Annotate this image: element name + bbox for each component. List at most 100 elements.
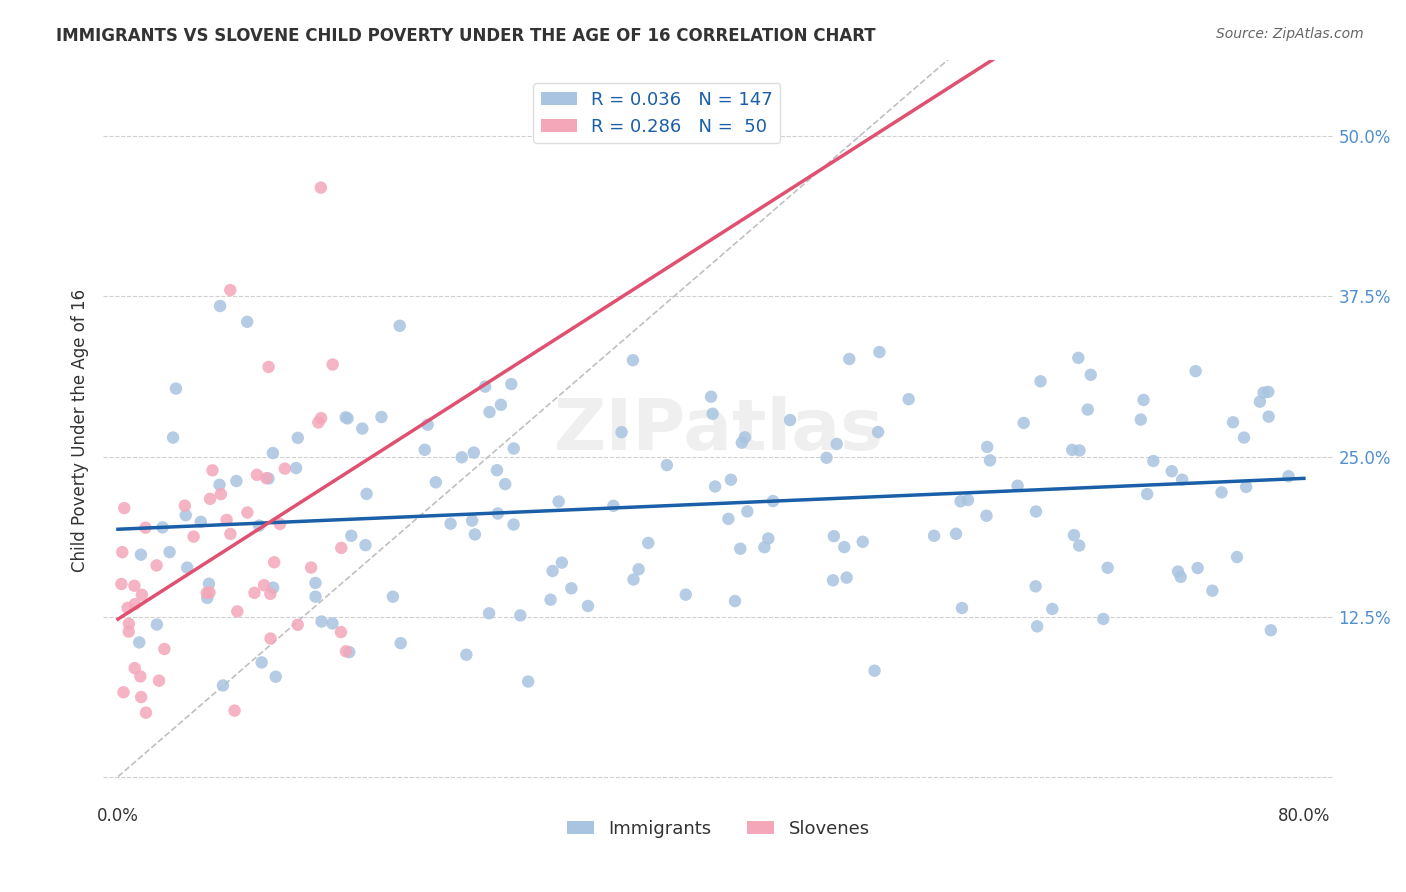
Point bbox=[450, 450, 472, 465]
Point bbox=[825, 437, 848, 451]
Point bbox=[541, 564, 564, 578]
Point bbox=[152, 520, 174, 534]
Point bbox=[262, 446, 284, 460]
Point bbox=[246, 467, 269, 482]
Point bbox=[737, 504, 759, 518]
Point bbox=[717, 512, 740, 526]
Point bbox=[621, 353, 644, 368]
Point bbox=[1132, 392, 1154, 407]
Point bbox=[463, 445, 485, 459]
Point bbox=[1025, 504, 1047, 518]
Point bbox=[124, 661, 146, 675]
Point bbox=[979, 453, 1001, 467]
Point bbox=[118, 624, 141, 639]
Point bbox=[1040, 602, 1063, 616]
Point bbox=[254, 471, 277, 485]
Point bbox=[287, 431, 309, 445]
Point bbox=[509, 608, 531, 623]
Point bbox=[219, 283, 242, 297]
Point bbox=[478, 405, 501, 419]
Text: IMMIGRANTS VS SLOVENE CHILD POVERTY UNDER THE AGE OF 16 CORRELATION CHART: IMMIGRANTS VS SLOVENE CHILD POVERTY UNDE… bbox=[56, 27, 876, 45]
Point bbox=[381, 590, 404, 604]
Point bbox=[1080, 368, 1102, 382]
Point bbox=[756, 532, 779, 546]
Point bbox=[1029, 374, 1052, 388]
Point bbox=[540, 592, 562, 607]
Point bbox=[1077, 402, 1099, 417]
Point bbox=[124, 597, 146, 611]
Point bbox=[868, 425, 890, 439]
Point bbox=[655, 458, 678, 472]
Point bbox=[517, 674, 540, 689]
Point bbox=[250, 656, 273, 670]
Point bbox=[1233, 431, 1256, 445]
Point bbox=[264, 670, 287, 684]
Point bbox=[129, 690, 152, 704]
Point bbox=[863, 664, 886, 678]
Point bbox=[112, 685, 135, 699]
Point bbox=[1257, 409, 1279, 424]
Point bbox=[1171, 473, 1194, 487]
Point bbox=[734, 430, 756, 444]
Point bbox=[183, 530, 205, 544]
Point bbox=[128, 635, 150, 649]
Point bbox=[1167, 565, 1189, 579]
Point bbox=[190, 515, 212, 529]
Point bbox=[352, 421, 374, 435]
Point bbox=[209, 487, 232, 501]
Point bbox=[257, 471, 280, 485]
Point bbox=[1187, 561, 1209, 575]
Point bbox=[425, 475, 447, 490]
Point bbox=[287, 617, 309, 632]
Point bbox=[336, 411, 359, 425]
Point bbox=[704, 479, 727, 493]
Point bbox=[304, 576, 326, 591]
Point bbox=[731, 435, 754, 450]
Point bbox=[623, 573, 645, 587]
Point bbox=[243, 586, 266, 600]
Point bbox=[124, 579, 146, 593]
Point bbox=[1160, 464, 1182, 478]
Point bbox=[356, 487, 378, 501]
Point bbox=[340, 529, 363, 543]
Point bbox=[322, 358, 344, 372]
Point bbox=[1012, 416, 1035, 430]
Point bbox=[134, 521, 156, 535]
Point bbox=[720, 473, 742, 487]
Point bbox=[201, 463, 224, 477]
Point bbox=[236, 315, 259, 329]
Point bbox=[730, 541, 752, 556]
Point bbox=[815, 450, 838, 465]
Point bbox=[330, 541, 353, 555]
Point bbox=[976, 508, 998, 523]
Point bbox=[439, 516, 461, 531]
Point bbox=[1249, 394, 1271, 409]
Point bbox=[949, 494, 972, 508]
Point bbox=[1184, 364, 1206, 378]
Point bbox=[389, 636, 412, 650]
Point bbox=[1069, 539, 1091, 553]
Text: ZIPatlas: ZIPatlas bbox=[553, 396, 883, 466]
Point bbox=[922, 529, 945, 543]
Point bbox=[269, 516, 291, 531]
Point bbox=[335, 410, 357, 425]
Point bbox=[779, 413, 801, 427]
Point bbox=[110, 577, 132, 591]
Point bbox=[112, 501, 135, 516]
Point bbox=[198, 491, 221, 506]
Point bbox=[274, 461, 297, 475]
Point bbox=[219, 527, 242, 541]
Point bbox=[754, 541, 776, 555]
Text: Source: ZipAtlas.com: Source: ZipAtlas.com bbox=[1216, 27, 1364, 41]
Point bbox=[501, 377, 523, 392]
Point bbox=[299, 560, 322, 574]
Point bbox=[1007, 479, 1029, 493]
Point bbox=[212, 678, 235, 692]
Point bbox=[176, 560, 198, 574]
Point bbox=[1025, 579, 1047, 593]
Point bbox=[321, 616, 343, 631]
Point bbox=[762, 494, 785, 508]
Point bbox=[335, 644, 357, 658]
Point bbox=[868, 345, 890, 359]
Point bbox=[852, 534, 875, 549]
